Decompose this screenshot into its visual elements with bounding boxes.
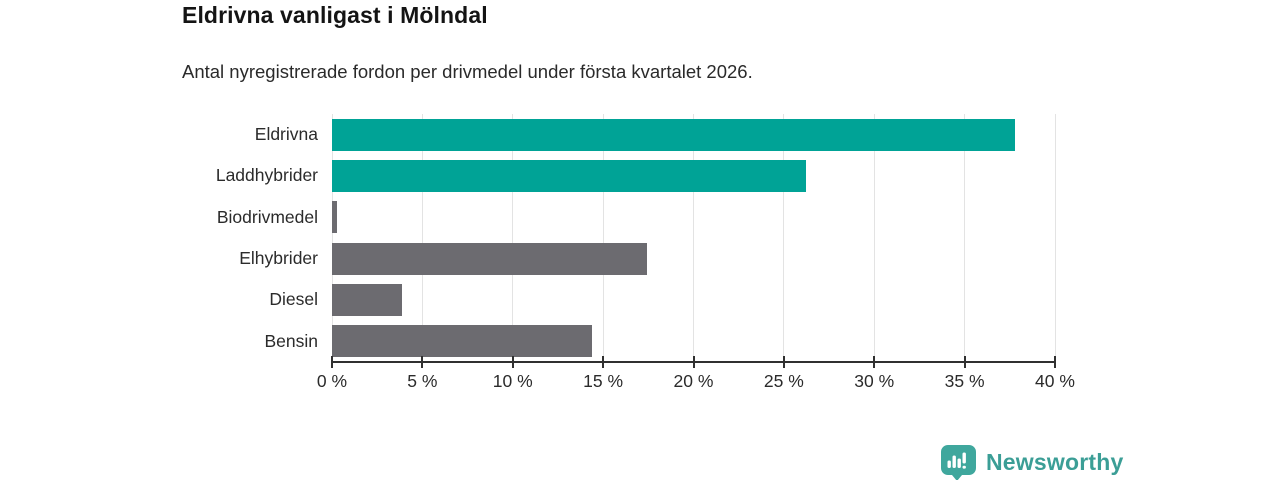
bar-biodrivmedel [332,201,338,234]
x-axis-tick-label-40: 40 % [1035,371,1075,391]
category-label-eldrivna: Eldrivna [254,124,318,145]
gridline-0 [331,114,333,362]
x-axis-tick-label-35: 35 % [944,371,985,391]
x-axis-tick-0 [331,356,333,368]
category-label-laddhybrider: Laddhybrider [215,165,318,186]
newsworthy-logo-text: Newsworthy [986,448,1124,475]
category-label-diesel: Diesel [269,289,318,310]
gridline-25 [783,114,785,362]
x-axis-tick-label-15: 15 % [583,371,624,391]
x-axis-tick-20 [692,356,695,368]
x-axis-tick-label-5: 5 % [407,371,438,391]
gridline-20 [693,114,694,362]
gridline-40 [1054,114,1056,362]
category-label-elhybrider: Elhybrider [239,248,318,269]
x-axis-tick-label-10: 10 % [492,371,533,391]
x-axis-tick-label-30: 30 % [854,371,895,391]
newsworthy-chart-bubble-icon [941,445,976,480]
bar-diesel [332,284,403,316]
category-label-biodrivmedel: Biodrivmedel [216,206,318,227]
bar-bensin [332,325,593,358]
gridline-15 [602,114,604,362]
gridline-10 [512,114,514,362]
x-axis-tick-label-25: 25 % [763,371,804,391]
gridline-35 [964,114,966,362]
x-axis-tick-30 [873,356,876,368]
bar-laddhybrider [332,160,806,192]
x-axis-tick-40 [1054,356,1056,368]
gridline-5 [421,114,423,362]
x-axis-tick-label-0: 0 % [316,371,348,391]
x-axis-tick-25 [782,356,785,368]
newsworthy-logo[interactable]: Newsworthy [940,444,1123,480]
category-label-bensin: Bensin [264,330,318,351]
bar-elhybrider [332,242,647,275]
gridline-30 [873,114,875,362]
x-axis-tick-label-20: 20 % [673,371,714,391]
bar-eldrivna [332,118,1016,151]
x-axis-tick-10 [511,356,514,368]
x-axis-tick-15 [602,356,605,368]
chart-title: Eldrivna vanligast i Mölndal [182,2,488,28]
chart-subtitle: Antal nyregistrerade fordon per drivmede… [182,61,753,82]
x-axis-tick-35 [963,356,966,368]
x-axis-tick-5 [421,356,424,368]
